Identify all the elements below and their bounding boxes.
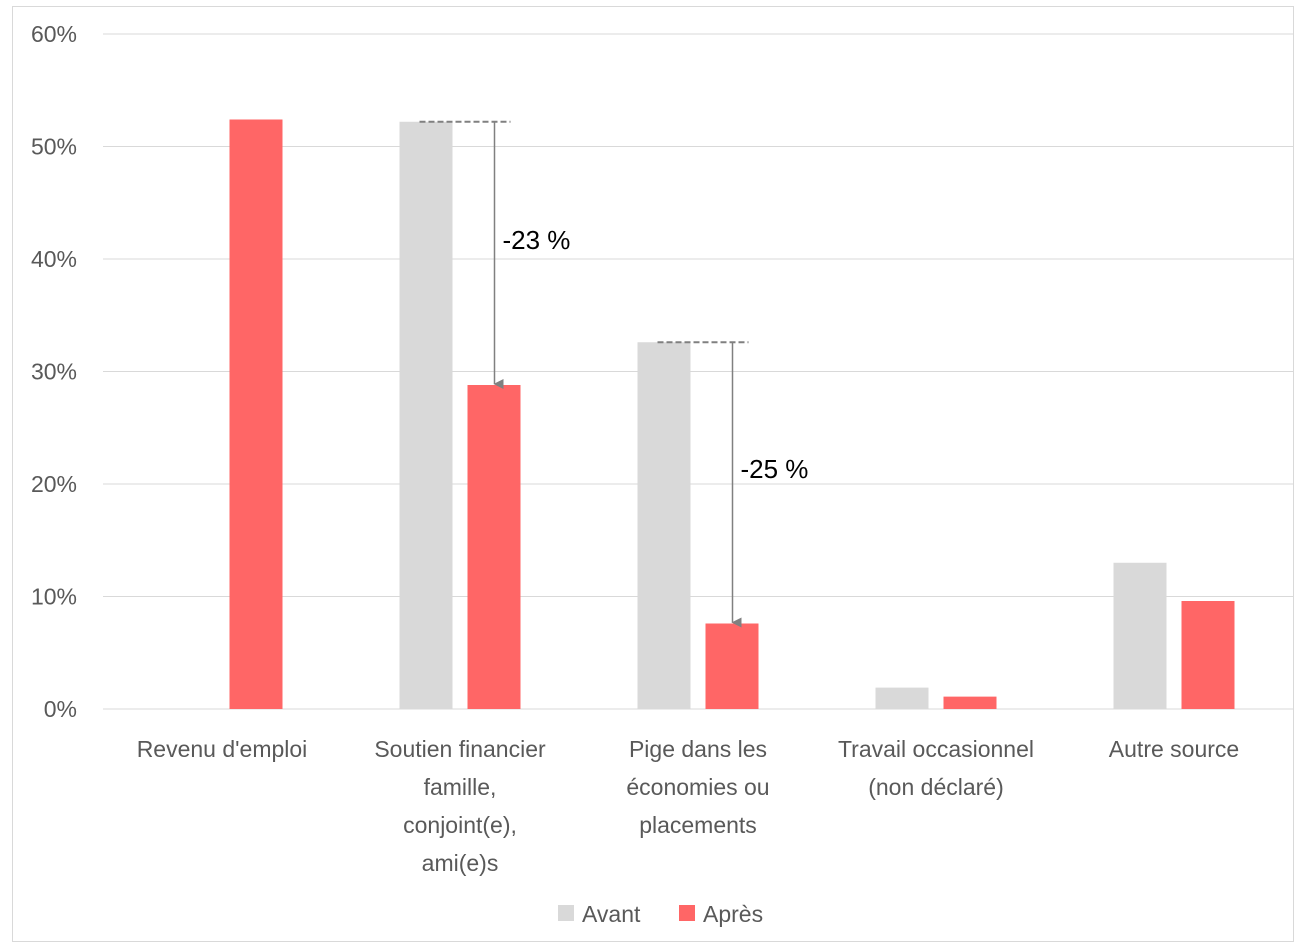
category-label: placements xyxy=(639,812,757,838)
y-tick-label: 60% xyxy=(31,21,77,47)
y-tick-label: 10% xyxy=(31,584,77,610)
category-label: Travail occasionnel xyxy=(838,736,1034,762)
legend-swatch xyxy=(558,905,574,921)
category-label: ami(e)s xyxy=(422,850,499,876)
bar-aprs-3 xyxy=(943,696,997,709)
category-label: Revenu d'emploi xyxy=(137,736,308,762)
legend-swatch xyxy=(679,905,695,921)
category-label: Pige dans les xyxy=(629,736,767,762)
gridlines xyxy=(103,33,1293,710)
y-tick-label: 30% xyxy=(31,359,77,385)
annotations: -23 % -25 % xyxy=(419,120,809,628)
change-label: -25 % xyxy=(741,454,809,484)
bar-aprs-2 xyxy=(705,623,759,709)
y-tick-label: 50% xyxy=(31,134,77,160)
y-axis-ticks: 0% 10% 20% 30% 40% 50% 60% xyxy=(31,21,77,722)
category-label: famille, xyxy=(424,774,497,800)
change-label: -23 % xyxy=(503,225,571,255)
category-label: Autre source xyxy=(1109,736,1239,762)
bar-chart: 0% 10% 20% 30% 40% 50% 60% -23 % -25 % Revenu d… xyxy=(31,21,1293,927)
category-label: économies ou xyxy=(626,774,769,800)
x-axis-categories: Revenu d'emploi Soutien financier famille,… xyxy=(137,736,1240,876)
legend-label: Après xyxy=(703,901,763,927)
bars xyxy=(229,119,1235,709)
bar-aprs-1 xyxy=(467,385,521,709)
legend: Avant Après xyxy=(558,901,763,927)
bar-aprs-0 xyxy=(229,119,283,709)
bar-avant-2 xyxy=(637,342,691,709)
y-tick-label: 0% xyxy=(44,696,77,722)
category-label: Soutien financier xyxy=(374,736,546,762)
bar-avant-4 xyxy=(1113,562,1167,709)
y-tick-label: 40% xyxy=(31,246,77,272)
category-label: (non déclaré) xyxy=(868,774,1004,800)
y-tick-label: 20% xyxy=(31,471,77,497)
bar-avant-3 xyxy=(875,687,929,709)
legend-label: Avant xyxy=(582,901,641,927)
chart-frame: 0% 10% 20% 30% 40% 50% 60% -23 % -25 % Revenu d… xyxy=(12,6,1294,942)
bar-avant-1 xyxy=(399,121,453,709)
category-label: conjoint(e), xyxy=(403,812,517,838)
bar-aprs-4 xyxy=(1181,601,1235,709)
